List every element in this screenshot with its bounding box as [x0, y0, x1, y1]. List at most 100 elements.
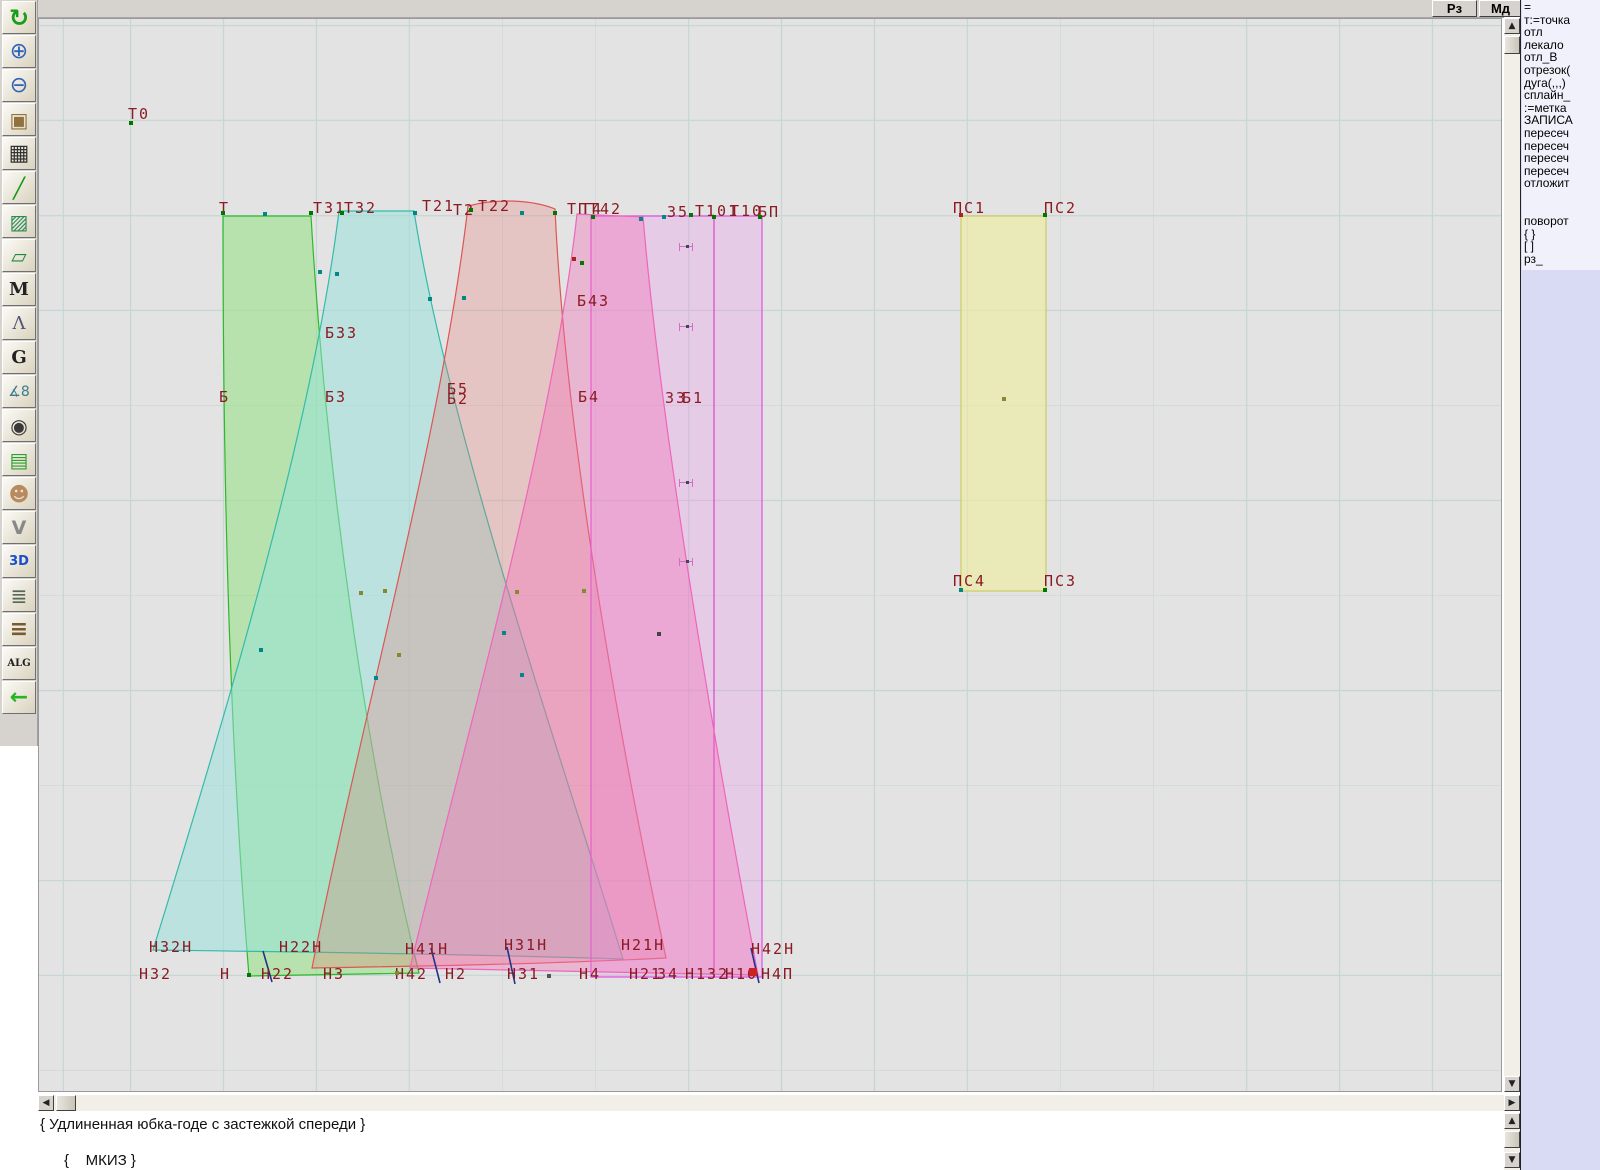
command-item-дуга[interactable]: дуга(,,,)	[1524, 75, 1566, 90]
point-marker	[959, 588, 963, 592]
canvas-vscrollbar[interactable]	[1504, 18, 1520, 1092]
point-label-Н22: Н22	[261, 965, 295, 983]
pattern-piece-pink[interactable]	[409, 213, 759, 976]
point-marker	[580, 261, 584, 265]
point-marker	[374, 676, 378, 680]
command-item-отл[interactable]: отл	[1524, 25, 1543, 40]
point-label-Б43: Б43	[577, 292, 611, 310]
compass-icon[interactable]: Λ	[2, 307, 36, 340]
pattern-piece-cyan[interactable]	[152, 210, 624, 960]
hscroll-thumb[interactable]	[56, 1095, 76, 1111]
status-vscroll-thumb[interactable]	[1504, 1131, 1520, 1148]
point-label-Н: Н	[220, 965, 232, 983]
point-label-ТП: ТП	[567, 200, 590, 218]
pattern-piece-red[interactable]	[311, 200, 667, 969]
point-label-Н42Н: Н42Н	[751, 940, 796, 958]
command-item-сплайн[interactable]: сплайн_	[1524, 88, 1571, 103]
point-marker	[259, 648, 263, 652]
point-marker	[383, 589, 387, 593]
measure-tick	[679, 243, 693, 251]
command-item-рз[interactable]: рз_	[1524, 251, 1543, 266]
pattern-piece-magenta-rect[interactable]	[590, 215, 763, 978]
point-label-Т22: Т22	[478, 197, 512, 215]
table-icon[interactable]: ▤	[2, 443, 36, 476]
point-label-Н32: Н32	[139, 965, 173, 983]
point-marker	[462, 296, 466, 300]
point-label-З5: З5	[667, 203, 690, 221]
point-label-Н31: Н31	[507, 965, 541, 983]
command-item-отрезок[interactable]: отрезок(	[1524, 62, 1571, 77]
ruler-icon[interactable]: ∡8	[2, 375, 36, 408]
scroll-up-icon[interactable]: ▲	[1504, 18, 1520, 34]
grading-g-icon[interactable]: G	[2, 341, 36, 374]
preview-icon[interactable]: ▣	[2, 103, 36, 136]
command-item-метка[interactable]: :=метка	[1524, 100, 1567, 115]
canvas-hscrollbar[interactable]	[38, 1095, 1504, 1111]
scroll-left-icon[interactable]: ◀	[38, 1095, 54, 1111]
alg-icon[interactable]: ALG	[2, 647, 36, 680]
point-label-Т101: Т101	[695, 202, 740, 220]
undo-icon[interactable]: ↻	[2, 1, 36, 34]
point-label-Т2: Т2	[453, 201, 476, 219]
model-photo-icon[interactable]: ☻	[2, 477, 36, 510]
measure-tick	[679, 479, 693, 487]
books-icon[interactable]: ≡	[2, 613, 36, 646]
md-button[interactable]: Мд	[1479, 0, 1522, 17]
command-item-[interactable]: [ ]	[1524, 239, 1535, 254]
measure-tick	[679, 558, 693, 566]
camera-icon[interactable]: ◉	[2, 409, 36, 442]
point-marker	[639, 217, 643, 221]
dart-line	[430, 947, 441, 984]
point-marker	[515, 590, 519, 594]
status-scroll-down-icon[interactable]: ▼	[1504, 1152, 1520, 1168]
point-marker	[359, 591, 363, 595]
point-label-ПС3: ПС3	[1044, 572, 1078, 590]
command-item-отложит[interactable]: отложит	[1524, 176, 1570, 191]
3d-icon[interactable]: 3D	[2, 545, 36, 578]
command-item-[interactable]: { }	[1524, 226, 1536, 241]
command-item-тточка[interactable]: т:=точка	[1524, 12, 1571, 27]
zoom-out-icon[interactable]: ⊖	[2, 69, 36, 102]
point-marker	[395, 971, 399, 975]
canvas-world: Т0 Т Т31 Т32 Т21 Т2 Т22 ТП Т4 Т42 З5 Т101 Т10 БП ПС1 ПС…	[39, 19, 1501, 1091]
vscroll-thumb[interactable]	[1504, 36, 1520, 54]
pattern-icon[interactable]: ▱	[2, 239, 36, 272]
point-marker	[428, 297, 432, 301]
rz-button[interactable]: Рз	[1432, 0, 1477, 17]
command-item-[interactable]: =	[1524, 0, 1532, 14]
point-marker	[413, 211, 417, 215]
pattern-piece-yellow[interactable]	[960, 215, 1047, 592]
command-item-пересеч[interactable]: пересеч	[1524, 125, 1570, 140]
text-list-icon[interactable]: ≣	[2, 579, 36, 612]
point-label-Н3: Н3	[323, 965, 346, 983]
command-item-blank	[1522, 202, 1600, 215]
command-item-лекало[interactable]: лекало	[1524, 37, 1564, 52]
grid-icon[interactable]: ▦	[2, 137, 36, 170]
image-icon[interactable]: ▨	[2, 205, 36, 238]
command-item-ЗАПИСА[interactable]: ЗАПИСА	[1524, 113, 1573, 128]
point-label-БП: БП	[758, 203, 781, 221]
point-marker	[959, 213, 963, 217]
point-marker	[758, 215, 762, 219]
command-item-поворот[interactable]: поворот	[1524, 214, 1569, 229]
command-item-пересеч[interactable]: пересеч	[1524, 151, 1570, 166]
point-label-Т10: Т10	[730, 202, 764, 220]
command-item-пересеч[interactable]: пересеч	[1524, 163, 1570, 178]
command-item-отлВ[interactable]: отл_В	[1524, 50, 1558, 65]
scroll-right-icon[interactable]: ▶	[1504, 1095, 1520, 1111]
exit-icon[interactable]: ←	[2, 681, 36, 714]
pattern-m-icon[interactable]: M	[2, 273, 36, 306]
garment-icon[interactable]: V	[2, 511, 36, 544]
point-marker	[689, 213, 693, 217]
measure-line-icon[interactable]: ╱	[2, 171, 36, 204]
scroll-down-icon[interactable]: ▼	[1504, 1076, 1520, 1092]
zoom-in-icon[interactable]: ⊕	[2, 35, 36, 68]
point-label-Б3: Б3	[325, 388, 348, 406]
status-scroll-up-icon[interactable]: ▲	[1504, 1113, 1520, 1129]
drawing-canvas[interactable]: Т0 Т Т31 Т32 Т21 Т2 Т22 ТП Т4 Т42 З5 Т101 Т10 БП ПС1 ПС…	[38, 18, 1502, 1092]
point-marker	[263, 212, 267, 216]
point-label-Н21: Н21	[629, 965, 663, 983]
point-label-Н2: Н2	[445, 965, 468, 983]
command-item-пересеч[interactable]: пересеч	[1524, 138, 1570, 153]
